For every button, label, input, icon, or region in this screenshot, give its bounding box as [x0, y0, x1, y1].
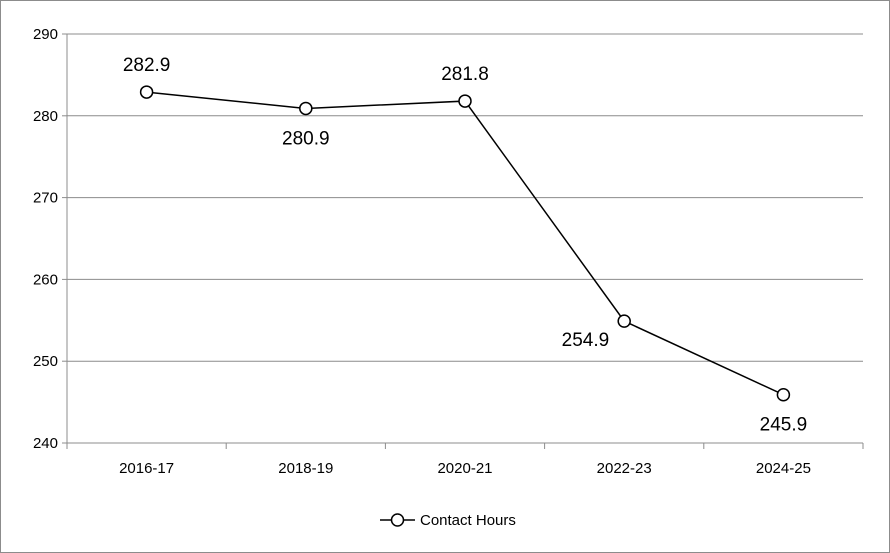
x-tick-label: 2018-19: [278, 460, 333, 477]
data-point-marker: [617, 314, 631, 328]
y-tick-label: 270: [33, 190, 58, 207]
y-tick-label: 280: [33, 108, 58, 125]
legend-label: Contact Hours: [420, 512, 516, 529]
x-tick-label: 2024-25: [756, 460, 811, 477]
data-label: 245.9: [760, 415, 808, 436]
y-axis-tick-labels: 240 250 260 270 280 290: [33, 26, 58, 452]
data-point-marker: [776, 387, 791, 402]
series-line: [146, 91, 784, 396]
x-axis: [66, 442, 864, 449]
data-label: 254.9: [562, 330, 610, 351]
y-tick-label: 250: [33, 353, 58, 370]
series-contact-hours: [139, 85, 791, 402]
x-tick-label: 2020-21: [437, 460, 492, 477]
data-point-marker: [458, 94, 472, 108]
x-tick-label: 2016-17: [119, 460, 174, 477]
y-tick-label: 260: [33, 271, 58, 288]
legend: Contact Hours: [380, 512, 516, 529]
y-tick-label: 240: [33, 435, 58, 452]
data-point-marker: [139, 85, 154, 99]
data-label: 282.9: [123, 55, 171, 76]
x-axis-tick-labels: 2016-17 2018-19 2020-21 2022-23 2024-25: [119, 460, 811, 477]
legend-marker-swatch: [390, 513, 405, 527]
data-labels: 282.9 280.9 281.8 254.9 245.9: [123, 55, 807, 436]
gridlines: [62, 33, 863, 444]
data-label: 280.9: [282, 128, 330, 149]
data-label: 281.8: [441, 64, 489, 85]
y-tick-label: 290: [33, 26, 58, 43]
x-tick-label: 2022-23: [597, 460, 652, 477]
data-point-marker: [299, 101, 313, 116]
